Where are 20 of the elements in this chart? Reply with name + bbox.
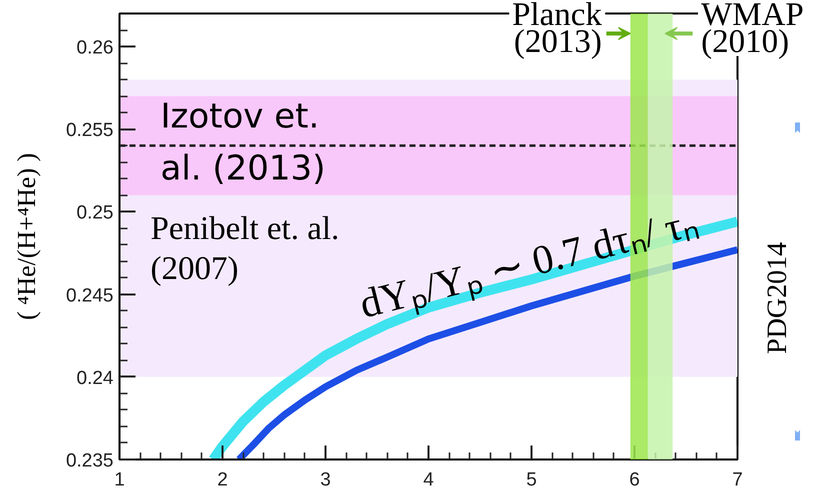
- y-tick-label: 0.235: [66, 450, 114, 472]
- y-tick-label: 0.24: [76, 368, 114, 389]
- x-tick-label: 5: [526, 470, 537, 490]
- band-label: Planck (2013): [511, 0, 603, 60]
- band-label: WMAP (2010): [700, 0, 805, 60]
- x-tick-label: 7: [732, 470, 743, 490]
- x-tick-label: 4: [423, 470, 434, 490]
- y-axis-title: ( ⁴He/(H+⁴He) ): [12, 152, 41, 320]
- band-label: Penibelt et. al. (2007): [150, 211, 340, 287]
- x-tick-label: 2: [217, 470, 228, 490]
- text: PDG2014: [762, 241, 793, 356]
- y-tick-label: 0.245: [66, 285, 114, 306]
- annotation: dYₚ/Yₚ ∼ 0.7 dτₙ/ τₙ: [354, 198, 702, 328]
- y-tick-label: 0.25: [76, 202, 114, 224]
- x-tick-label: 3: [320, 470, 331, 490]
- y-tick-label: 0.26: [76, 38, 114, 59]
- y-tick-label: 0.255: [66, 120, 114, 142]
- x-tick-label: 6: [629, 470, 640, 490]
- x-tick-label: 1: [114, 470, 125, 490]
- band-label: Izotov et. al. (2013): [160, 96, 326, 189]
